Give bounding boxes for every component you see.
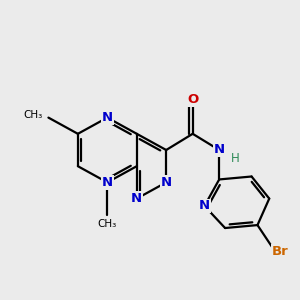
Text: CH₃: CH₃ xyxy=(98,219,117,229)
Text: N: N xyxy=(214,143,225,157)
Text: N: N xyxy=(160,176,172,189)
Text: O: O xyxy=(187,93,198,106)
Text: N: N xyxy=(131,192,142,205)
Text: H: H xyxy=(231,152,240,165)
Text: CH₃: CH₃ xyxy=(24,110,43,120)
Text: N: N xyxy=(102,176,113,189)
Text: N: N xyxy=(102,111,113,124)
Text: N: N xyxy=(199,200,210,212)
Text: Br: Br xyxy=(272,245,289,258)
